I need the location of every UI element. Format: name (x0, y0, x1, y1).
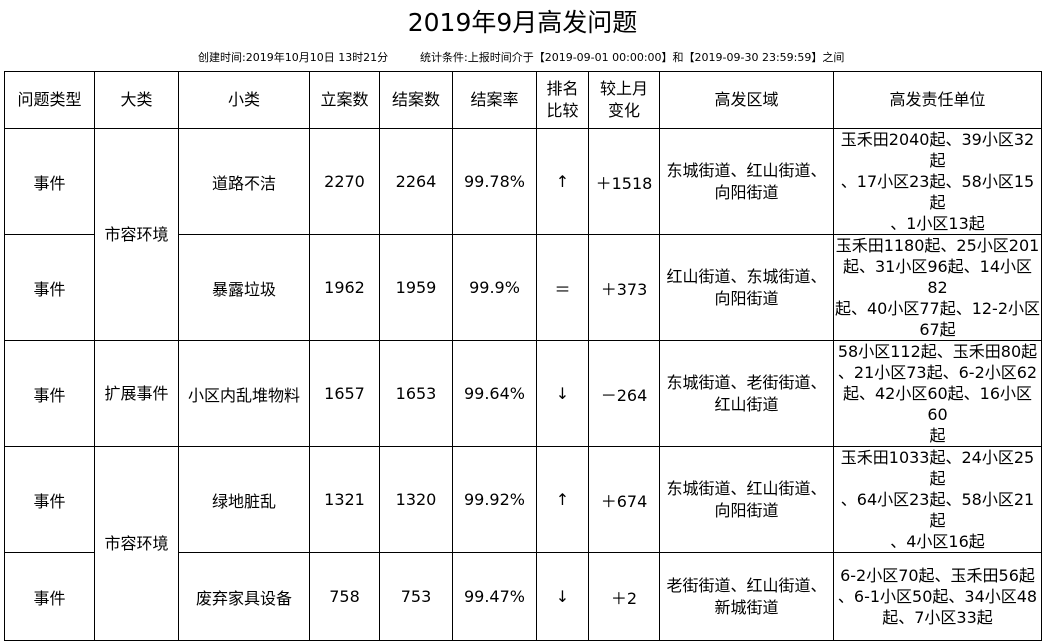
cell-change: ＋2 (588, 552, 660, 641)
cell-change: ＋1518 (588, 128, 660, 235)
cell-minor: 道路不洁 (178, 128, 310, 235)
created-time: 创建时间:2019年10月10日 13时21分 (198, 51, 389, 64)
cell-filed: 2270 (309, 128, 380, 235)
cell-type: 事件 (4, 128, 95, 235)
cell-change: ＋373 (588, 234, 660, 341)
header-minor: 小类 (178, 71, 310, 129)
cell-filed: 1657 (309, 340, 380, 447)
header-region: 高发区域 (659, 71, 834, 129)
cell-region: 老街街道、红山街道、 新城街道 (659, 552, 834, 641)
cell-unit: 58小区112起、玉禾田80起 、21小区73起、6-2小区62 起、42小区6… (833, 340, 1042, 447)
cell-change: ＋674 (588, 446, 660, 553)
cell-rate: 99.78% (452, 128, 537, 235)
cell-rank-arrow: ↑ (536, 128, 589, 235)
cell-major-group: 市容环境 (94, 446, 179, 641)
cell-filed: 758 (309, 552, 380, 641)
table-row: 事件 扩展事件 小区内乱堆物料 1657 1653 99.64% ↓ －264 … (4, 340, 1042, 447)
header-row: 问题类型 大类 小类 立案数 结案数 结案率 排名 比较 较上月 变化 高发区域… (4, 71, 1042, 129)
header-type: 问题类型 (4, 71, 95, 129)
cell-major-group: 扩展事件 (94, 340, 179, 447)
cell-rank-arrow: ↓ (536, 552, 589, 641)
major-label: 市容环境 (104, 224, 169, 244)
cell-filed: 1321 (309, 446, 380, 553)
cell-rate: 99.92% (452, 446, 537, 553)
header-closed: 结案数 (379, 71, 453, 129)
cell-unit: 玉禾田2040起、39小区32起 、17小区23起、58小区15起 、1小区13… (833, 128, 1042, 235)
cell-rank-arrow: ↓ (536, 340, 589, 447)
header-rank: 排名 比较 (536, 71, 589, 129)
cell-closed: 1653 (379, 340, 453, 447)
cell-rate: 99.9% (452, 234, 537, 341)
cell-unit: 6-2小区70起、玉禾田56起 、6-1小区50起、34小区48 起、7小区33… (833, 552, 1042, 641)
table-row: 事件 市容环境 绿地脏乱 1321 1320 99.92% ↑ ＋674 东城街… (4, 446, 1042, 641)
cell-rate: 99.64% (452, 340, 537, 447)
cell-unit: 玉禾田1033起、24小区25起 、64小区23起、58小区21起 、4小区16… (833, 446, 1042, 553)
statistics-condition: 统计条件:上报时间介于【2019-09-01 00:00:00】和【2019-0… (420, 51, 845, 64)
cell-closed: 2264 (379, 128, 453, 235)
cell-region: 东城街道、红山街道、 向阳街道 (659, 128, 834, 235)
cell-type: 事件 (4, 340, 95, 447)
cell-region: 东城街道、红山街道、 向阳街道 (659, 446, 834, 553)
cell-change: －264 (588, 340, 660, 447)
major-label: 扩展事件 (104, 383, 169, 403)
cell-type: 事件 (4, 234, 95, 341)
header-filed: 立案数 (309, 71, 380, 129)
cell-rank-arrow: ＝ (536, 234, 589, 341)
major-label: 市容环境 (104, 533, 169, 553)
cell-closed: 1959 (379, 234, 453, 341)
report-title: 2019年9月高发问题 (407, 8, 638, 37)
header-rate: 结案率 (452, 71, 537, 129)
report-table: 问题类型 大类 小类 立案数 结案数 结案率 排名 比较 较上月 变化 高发区域… (4, 71, 1042, 641)
table-row: 事件 市容环境 道路不洁 2270 2264 99.78% ↑ ＋1518 东城… (4, 128, 1042, 341)
cell-type: 事件 (4, 446, 95, 553)
cell-minor: 废弃家具设备 (178, 552, 310, 641)
header-change: 较上月 变化 (588, 71, 660, 129)
cell-unit: 玉禾田1180起、25小区201 起、31小区96起、14小区82 起、40小区… (833, 234, 1042, 341)
cell-minor: 暴露垃圾 (178, 234, 310, 341)
cell-region: 红山街道、东城街道、 向阳街道 (659, 234, 834, 341)
cell-closed: 753 (379, 552, 453, 641)
cell-region: 东城街道、老街街道、 红山街道 (659, 340, 834, 447)
cell-type: 事件 (4, 552, 95, 641)
cell-rate: 99.47% (452, 552, 537, 641)
header-major: 大类 (94, 71, 179, 129)
cell-filed: 1962 (309, 234, 380, 341)
table-row: 事件 暴露垃圾 1962 1959 99.9% ＝ ＋373 红山街道、东城街道… (4, 234, 1042, 341)
cell-major-group: 市容环境 (94, 128, 179, 341)
header-unit: 高发责任单位 (833, 71, 1042, 129)
cell-closed: 1320 (379, 446, 453, 553)
cell-rank-arrow: ↑ (536, 446, 589, 553)
cell-minor: 绿地脏乱 (178, 446, 310, 553)
cell-minor: 小区内乱堆物料 (178, 340, 310, 447)
